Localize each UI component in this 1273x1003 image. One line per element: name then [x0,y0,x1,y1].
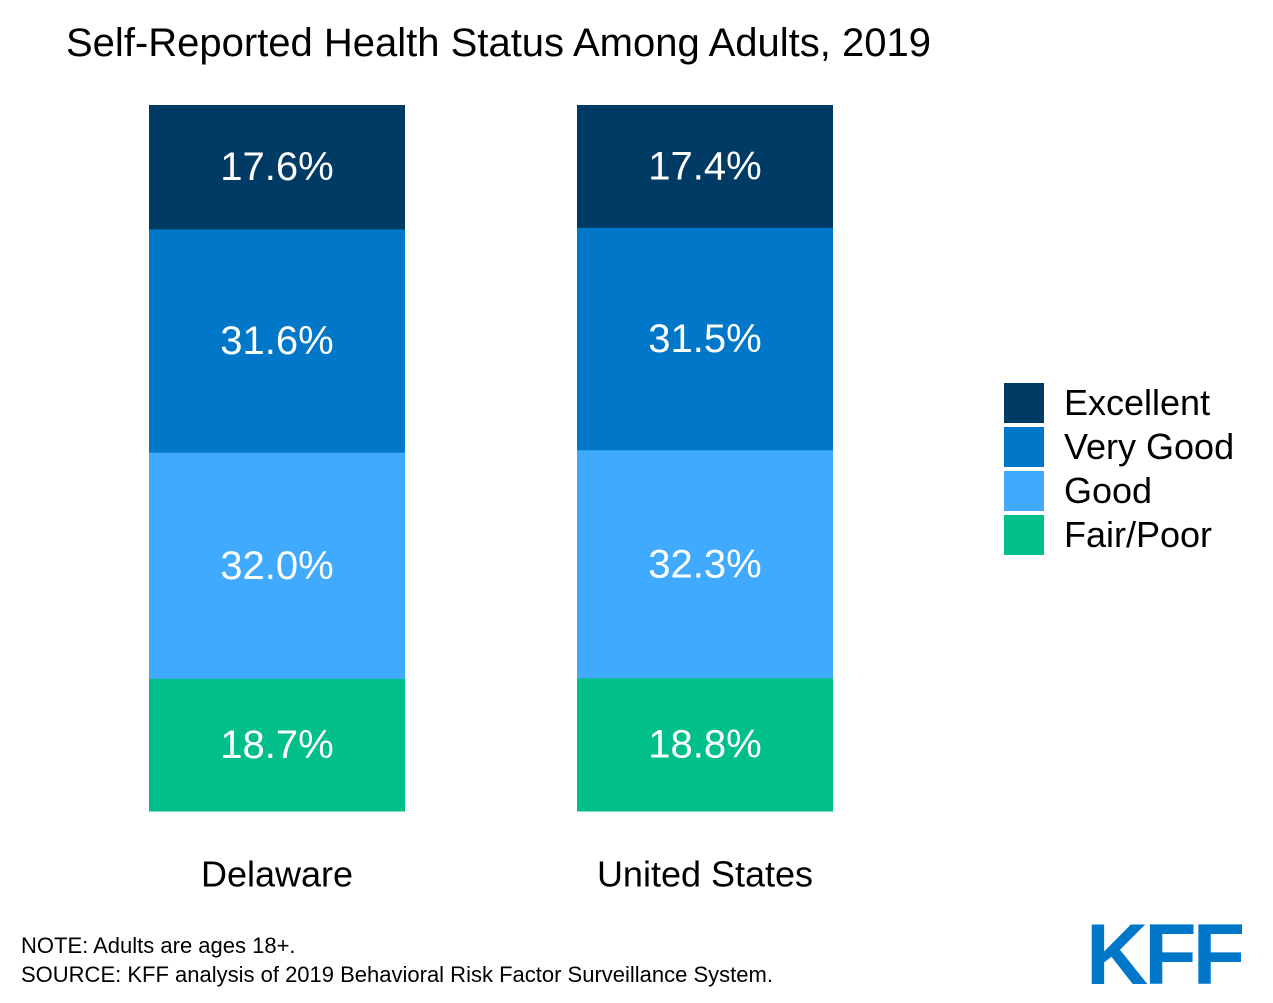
chart-notes: NOTE: Adults are ages 18+. SOURCE: KFF a… [21,931,773,989]
bar-segment-united-states-good [577,450,833,679]
data-label-delaware-very-good: 31.6% [220,319,333,363]
legend-label-fair-poor: Fair/Poor [1064,514,1213,555]
legend-item-good: Good [1004,469,1234,513]
source-text: SOURCE: KFF analysis of 2019 Behavioral … [21,962,773,987]
bar-segment-united-states-very-good [577,227,833,451]
data-label-united-states-very-good: 31.5% [648,317,761,361]
legend-item-very-good: Very Good [1004,425,1234,469]
category-label-delaware: Delaware [201,854,353,895]
legend-item-fair-poor: Fair/Poor [1004,513,1234,557]
legend-label-very-good: Very Good [1064,426,1235,467]
bar-segment-delaware-good [149,452,405,680]
bar-segment-united-states-fair-poor [577,678,833,812]
bar-segment-united-states-excellent [577,105,833,229]
legend-item-excellent: Excellent [1004,381,1234,425]
note-text: NOTE: Adults are ages 18+. [21,933,296,958]
legend-swatch-excellent [1004,383,1044,423]
legend-label-excellent: Excellent [1064,382,1211,423]
legend-swatch-good [1004,471,1044,511]
bar-segment-delaware-very-good [149,229,405,454]
data-label-delaware-good: 32.0% [220,544,333,588]
category-label-united-states: United States [597,854,813,895]
bar-segment-delaware-excellent [149,105,405,230]
data-label-united-states-good: 32.3% [648,542,761,586]
data-label-delaware-excellent: 17.6% [220,145,333,189]
data-label-united-states-excellent: 17.4% [648,144,761,188]
data-label-delaware-fair-poor: 18.7% [220,723,333,767]
data-label-united-states-fair-poor: 18.8% [648,723,761,767]
legend-swatch-very-good [1004,427,1044,467]
kff-logo: KFF [1086,907,1245,1003]
bar-segment-delaware-fair-poor [149,678,405,812]
legend-swatch-fair-poor [1004,515,1044,555]
chart-title: Self-Reported Health Status Among Adults… [66,21,931,65]
chart-legend: Excellent Very Good Good Fair/Poor [1004,381,1234,557]
legend-label-good: Good [1064,470,1153,511]
